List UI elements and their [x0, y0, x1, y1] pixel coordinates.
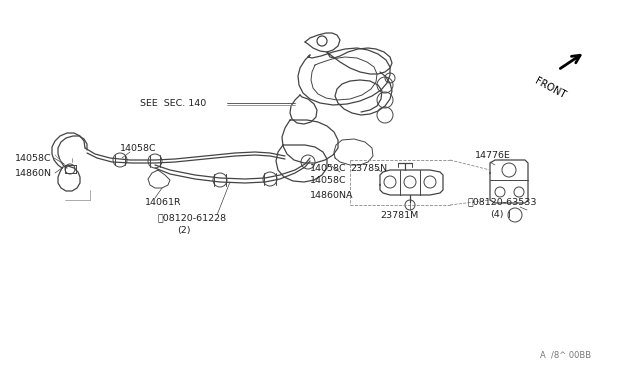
- Text: 14058C: 14058C: [310, 164, 347, 173]
- Text: 14058C: 14058C: [310, 176, 347, 185]
- Text: 23785N: 23785N: [350, 164, 387, 173]
- Text: 14860NA: 14860NA: [310, 190, 353, 199]
- Text: 14058C: 14058C: [15, 154, 52, 163]
- Text: Ⓑ08120-63533: Ⓑ08120-63533: [468, 198, 538, 206]
- Text: 14860N: 14860N: [15, 169, 52, 177]
- Text: 23781M: 23781M: [380, 211, 419, 219]
- Text: (2): (2): [177, 225, 191, 234]
- Text: A  /8^ 00BB: A /8^ 00BB: [540, 350, 591, 359]
- Text: 14061R: 14061R: [145, 198, 182, 206]
- Text: (4): (4): [490, 209, 504, 218]
- Text: SEE  SEC. 140: SEE SEC. 140: [140, 99, 206, 108]
- Text: 14058C: 14058C: [120, 144, 157, 153]
- Text: 14776E: 14776E: [475, 151, 511, 160]
- Text: FRONT: FRONT: [532, 76, 567, 100]
- Text: Ⓑ08120-61228: Ⓑ08120-61228: [158, 214, 227, 222]
